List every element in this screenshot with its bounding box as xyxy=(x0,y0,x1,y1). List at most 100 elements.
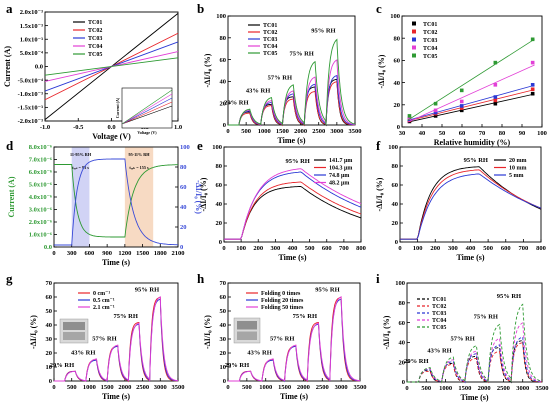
x-tick-label: 1.0 xyxy=(174,124,182,131)
y-tick-label: 70 xyxy=(46,280,53,287)
y-tick-label: 0 xyxy=(223,378,226,385)
fit-line-TC02 xyxy=(407,89,535,122)
y-axis-label: -ΔI/I₀ (%) xyxy=(377,54,386,88)
y-right-tick-label: 80 xyxy=(180,164,187,171)
x-tick-label: -1.0 xyxy=(40,124,50,131)
x-tick-label: 600 xyxy=(501,245,511,252)
legend-label: Folding 20 times xyxy=(261,298,304,304)
y-tick-label: 4.0x10⁻⁶ xyxy=(29,194,52,201)
legend-label: 20 mm xyxy=(509,158,527,164)
x-tick-label: 30 xyxy=(399,130,406,137)
panel-label-i: i xyxy=(376,271,380,286)
panel-d: 0 300 600 900 1200 1500 1800 21008.0x10⁻⁶7.0x10… xyxy=(7,144,203,267)
annotation-rh: 43% RH xyxy=(427,347,451,354)
legend-label: TC01 xyxy=(263,23,277,29)
y-tick-label: 0 xyxy=(402,379,405,386)
y-right-tick-label: 20 xyxy=(180,224,187,231)
y-tick-label: 6.0x10⁻⁶ xyxy=(29,169,52,176)
y-tick-label: 1.0x10⁻³ xyxy=(20,36,43,43)
legend-marker xyxy=(412,21,416,26)
panel-label-c: c xyxy=(376,1,382,16)
x-tick-label: 0 xyxy=(52,384,55,391)
y-tick-label: 10 xyxy=(46,364,53,371)
legend-label: TC05 xyxy=(423,54,437,60)
series-TC02 xyxy=(407,342,542,384)
y-tick-label: 0 xyxy=(397,124,400,131)
panel-e: 0 100 200 300 400 500 600 700 800 0 20 40 60 80 100 Tim… xyxy=(199,144,366,262)
x-tick-label: 1500 xyxy=(458,385,471,392)
y-axis-label: Current (A) xyxy=(3,46,12,87)
x-tick-label: 2000 xyxy=(294,128,307,135)
x-tick-label: 3000 xyxy=(154,384,167,391)
y-tick-label: 100 xyxy=(390,13,400,20)
y-tick-label: 2.0x10⁻⁶ xyxy=(29,219,52,226)
data-point-TC04 xyxy=(433,108,438,113)
photo-sample xyxy=(237,321,257,330)
y-axis-label: -ΔI/I₀ (%) xyxy=(199,177,208,211)
y-tick-label: 40 xyxy=(399,340,406,347)
annotation-rh: 29% RH xyxy=(224,100,248,107)
y-tick-label: 60 xyxy=(394,58,401,65)
annotation-rh: 95% RH xyxy=(464,157,488,164)
current-curve xyxy=(54,164,178,238)
y-tick-label: 20 xyxy=(220,100,227,107)
annotation-rh: 29% RH xyxy=(404,358,428,365)
band-time: tᵣₑₖ = 155 s xyxy=(129,165,149,170)
x-tick-label: 1000 xyxy=(258,128,271,135)
y-right-tick-label: 0 xyxy=(180,244,183,251)
legend-label: TC01 xyxy=(88,20,102,26)
y-tick-label: 80 xyxy=(394,35,401,42)
data-point-TC04 xyxy=(407,116,412,120)
annotation-rh: 95% RH xyxy=(315,287,339,294)
annotation-rh: 43% RH xyxy=(247,350,271,357)
x-axis-label: Time (s) xyxy=(280,392,308,401)
legend-label: 0 cm⁻¹ xyxy=(93,291,110,297)
x-tick-label: 3000 xyxy=(335,384,348,391)
x-tick-label: 300 xyxy=(67,250,77,257)
y-tick-label: 60 xyxy=(46,294,53,301)
panel-label-h: h xyxy=(197,271,205,286)
y-tick-label: 1.0x10⁻⁶ xyxy=(29,232,52,239)
iv-line-TC05 xyxy=(44,57,179,76)
sample-photo xyxy=(233,317,261,344)
x-tick-label: 1500 xyxy=(276,128,289,135)
y-tick-label: 5.0x10⁻⁶ xyxy=(29,182,52,189)
y-tick-label: 30 xyxy=(220,336,227,343)
x-tick-label: 1200 xyxy=(118,250,131,257)
x-tick-label: 0.0 xyxy=(107,124,115,131)
panel-a: -1.0-0.50.00.51.02.0x10⁻³1.5x10⁻³1.0x10⁻… xyxy=(3,9,182,141)
y-axis-label: -ΔI/I₀ (%) xyxy=(203,315,212,349)
data-point-TC05 xyxy=(530,37,535,42)
legend-marker xyxy=(412,37,416,42)
x-tick-label: 1800 xyxy=(154,250,167,257)
y-axis-label: -ΔI/I₀ (%) xyxy=(375,177,384,211)
annotation-rh: 57% RH xyxy=(270,336,294,343)
y-tick-label: 80 xyxy=(399,300,406,307)
y-tick-label: 7.0x10⁻⁶ xyxy=(29,157,52,164)
series-104.3 μm xyxy=(224,181,362,240)
legend-label: TC01 xyxy=(423,22,437,28)
x-tick-label: 100 xyxy=(413,245,423,252)
x-tick-label: 3500 xyxy=(536,385,549,392)
y-axis-label: -ΔI/I₀ (%) xyxy=(382,315,391,349)
series-TC05 xyxy=(228,38,356,126)
data-point-TC05 xyxy=(459,88,464,93)
x-tick-label: 0 xyxy=(226,384,229,391)
data-point-TC04 xyxy=(530,60,535,65)
inset-y-label: Current (A) xyxy=(115,97,120,118)
inset-line xyxy=(121,89,173,125)
legend-label: TC03 xyxy=(432,311,446,317)
x-axis-label: Relative humidity (%) xyxy=(434,138,511,147)
annotation-rh: 95% RH xyxy=(311,28,335,35)
y-tick-label: 20 xyxy=(216,220,223,227)
y-tick-label: 60 xyxy=(220,294,227,301)
x-axis-label: Time (s) xyxy=(102,392,130,401)
x-tick-label: 100 xyxy=(236,245,246,252)
y-tick-label: 70 xyxy=(220,280,227,287)
fit-line-TC05 xyxy=(407,38,535,121)
y-tick-label: 60 xyxy=(220,57,227,64)
data-point-TC01 xyxy=(530,91,535,96)
x-tick-label: -0.5 xyxy=(73,124,84,131)
legend-label: TC05 xyxy=(432,325,446,331)
x-tick-label: 700 xyxy=(519,245,529,252)
